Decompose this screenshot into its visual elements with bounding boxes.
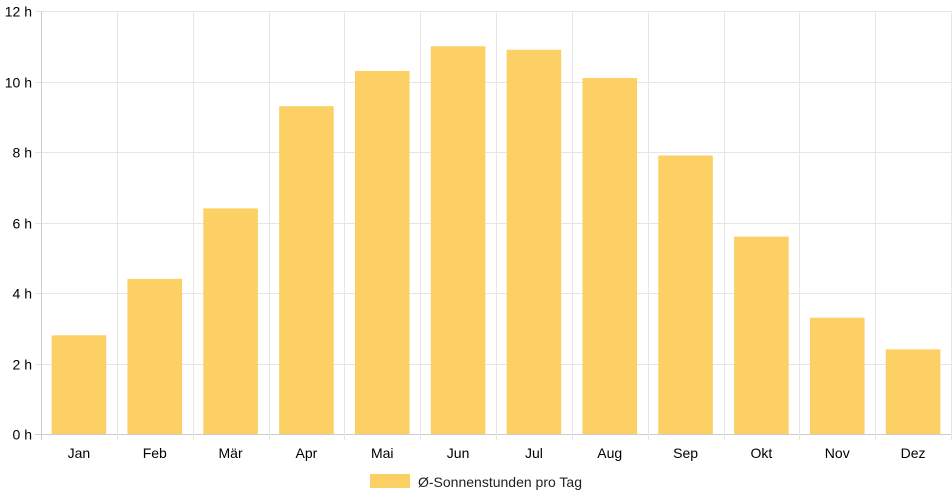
x-tick-label: Sep (673, 445, 698, 461)
x-tick-label: Nov (825, 445, 850, 461)
y-tick-label: 4 h (13, 286, 32, 302)
bar-okt[interactable] (734, 236, 789, 434)
y-tick-label: 2 h (13, 357, 32, 373)
x-tick-label: Okt (751, 445, 773, 461)
y-tick-label: 10 h (5, 75, 32, 91)
y-tick-label: 6 h (13, 216, 32, 232)
grid-layer (35, 11, 952, 440)
bar-jul[interactable] (506, 49, 562, 435)
y-tick-label: 0 h (13, 427, 32, 443)
bar-jan[interactable] (51, 335, 107, 434)
x-tick-label: Jul (525, 445, 543, 461)
x-tick-label: Aug (597, 445, 622, 461)
x-tick-label: Dez (901, 445, 926, 461)
x-tick-label: Jan (68, 445, 91, 461)
x-tick-label: Mär (219, 445, 243, 461)
y-tick-label: 8 h (13, 145, 32, 161)
x-tick-label: Apr (296, 445, 318, 461)
legend-label[interactable]: Ø-Sonnenstunden pro Tag (418, 474, 582, 490)
legend-swatch[interactable] (370, 474, 411, 488)
x-tick-label: Feb (143, 445, 167, 461)
bar-layer (51, 46, 941, 435)
bar-jun[interactable] (430, 46, 486, 434)
y-tick-label: 12 h (5, 4, 32, 20)
legend[interactable]: Ø-Sonnenstunden pro Tag (370, 474, 582, 490)
bar-sep[interactable] (658, 155, 713, 434)
x-tick-label: Jun (447, 445, 470, 461)
bar-dez[interactable] (885, 349, 941, 434)
axis-layer: 0 h 2 h 4 h 6 h 8 h 10 h 12 h Jan Feb Mär Apr Mai Ju… (5, 4, 926, 462)
bar-apr[interactable] (279, 106, 334, 435)
bar-feb[interactable] (127, 278, 183, 434)
bar-mär[interactable] (203, 208, 258, 434)
x-tick-label: Mai (371, 445, 394, 461)
bar-mai[interactable] (354, 70, 410, 435)
bar-aug[interactable] (582, 77, 638, 434)
bar-nov[interactable] (809, 317, 865, 434)
